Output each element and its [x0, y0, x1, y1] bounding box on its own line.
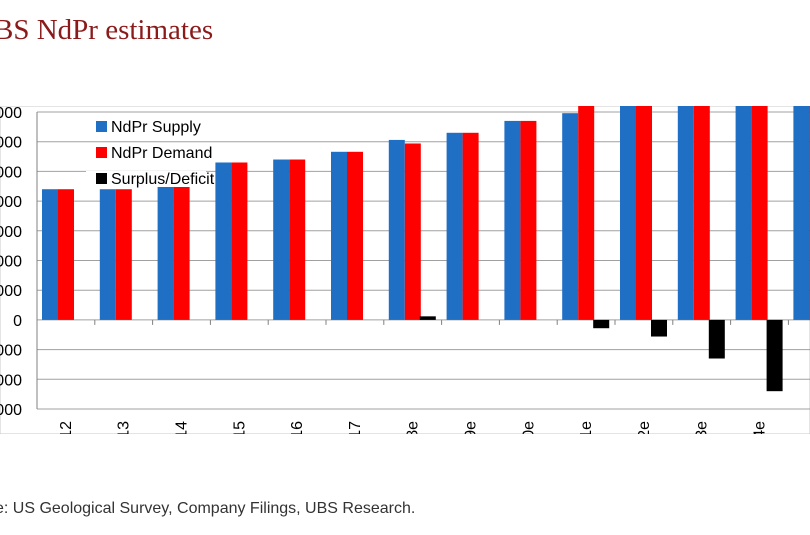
supply-bar [735, 106, 752, 320]
x-tick-label: 2022e [636, 421, 653, 434]
bar-chart: 0000000000000000000000000000000201220132… [0, 106, 810, 434]
legend-item-surplus: Surplus/Deficit [111, 171, 215, 188]
legend-item-demand-swatch [96, 147, 107, 158]
supply-bar [42, 189, 58, 320]
y-tick-label: 000 [0, 283, 22, 300]
demand-bar [173, 171, 190, 320]
supply-bar [273, 159, 290, 320]
y-tick-label: 000 [0, 372, 22, 389]
demand-bar [347, 151, 363, 320]
legend-item-surplus-swatch [96, 173, 107, 184]
y-tick-label: 000 [0, 402, 22, 419]
y-tick-label: 0 [13, 313, 22, 330]
x-tick-label: 2013 [116, 421, 133, 434]
x-tick-label: 2016 [289, 421, 306, 434]
supply-bar [562, 113, 579, 320]
supply-bar [331, 151, 347, 320]
legend-item-supply: NdPr Supply [111, 119, 201, 136]
y-tick-label: 000 [0, 164, 22, 181]
x-tick-label: 2015 [231, 421, 248, 434]
supply-bar [157, 171, 174, 320]
x-tick-label: 2012 [58, 421, 75, 434]
x-tick-label: 2023e [694, 421, 711, 434]
x-tick-label: 2024e [752, 421, 769, 434]
surplus-deficit-bar [593, 319, 610, 329]
demand-bar [520, 120, 537, 320]
surplus-deficit-bar [708, 319, 725, 359]
legend-backdrop [86, 119, 206, 135]
legend-backdrop [86, 171, 206, 187]
y-tick-label: 000 [0, 343, 22, 360]
source-note: e: US Geological Survey, Company Filings… [0, 500, 416, 517]
supply-bar [99, 189, 116, 320]
y-tick-label: 000 [0, 135, 22, 152]
demand-bar [231, 162, 248, 320]
demand-bar [115, 189, 132, 320]
surplus-deficit-bar [651, 319, 667, 337]
x-tick-label: 2017 [347, 421, 364, 434]
legend: NdPr Supply NdPr Demand Surplus/Deficit [86, 119, 215, 188]
legend-backdrop [86, 145, 206, 161]
demand-bar [462, 132, 479, 320]
supply-bar [504, 120, 521, 320]
demand-bar [636, 106, 652, 320]
y-tick-label: 000 [0, 194, 22, 211]
demand-bar [404, 143, 421, 320]
legend-item-demand: NdPr Demand [111, 145, 212, 162]
supply-bar [677, 106, 694, 320]
y-tick-label: 000 [0, 106, 22, 122]
y-tick-label: 000 [0, 224, 22, 241]
demand-bar [693, 106, 710, 320]
chart-title: BS NdPr estimates [0, 14, 214, 46]
surplus-deficit-bar [766, 319, 783, 392]
legend-item-supply-swatch [96, 121, 107, 132]
supply-bar [793, 106, 810, 320]
x-tick-label: 2019e [463, 421, 480, 434]
demand-bar [578, 106, 595, 320]
demand-bar [58, 189, 74, 320]
supply-bar [620, 106, 636, 320]
x-tick-label: 2021e [578, 421, 595, 434]
x-tick-label: 2020e [520, 421, 537, 434]
supply-bar [446, 132, 463, 320]
x-tick-label: 2018e [405, 421, 422, 434]
y-tick-label: 000 [0, 254, 22, 271]
chart-area: 0000000000000000000000000000000201220132… [0, 106, 810, 434]
x-tick-label: 2014 [174, 421, 191, 434]
surplus-deficit-bar [419, 316, 436, 320]
demand-bar [751, 106, 768, 320]
demand-bar [289, 159, 306, 320]
supply-bar [388, 139, 405, 320]
supply-bar [215, 162, 232, 320]
